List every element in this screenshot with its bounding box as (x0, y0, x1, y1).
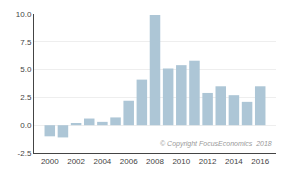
svg-text:2012: 2012 (199, 157, 217, 166)
svg-text:2.5: 2.5 (20, 93, 32, 102)
svg-text:5.0: 5.0 (20, 65, 32, 74)
svg-text:2014: 2014 (225, 157, 243, 166)
svg-text:-2.5: -2.5 (18, 149, 32, 158)
svg-text:2000: 2000 (41, 157, 59, 166)
svg-text:2010: 2010 (172, 157, 190, 166)
svg-text:7.5: 7.5 (20, 38, 32, 47)
svg-text:2008: 2008 (146, 157, 164, 166)
svg-text:0.0: 0.0 (20, 121, 32, 130)
svg-text:2004: 2004 (93, 157, 111, 166)
svg-text:© Copyright FocusEconomics 20: © Copyright FocusEconomics 2018 (160, 140, 272, 148)
svg-text:2006: 2006 (120, 157, 138, 166)
svg-text:10.0: 10.0 (16, 10, 32, 19)
svg-text:2002: 2002 (67, 157, 85, 166)
svg-text:2016: 2016 (251, 157, 269, 166)
